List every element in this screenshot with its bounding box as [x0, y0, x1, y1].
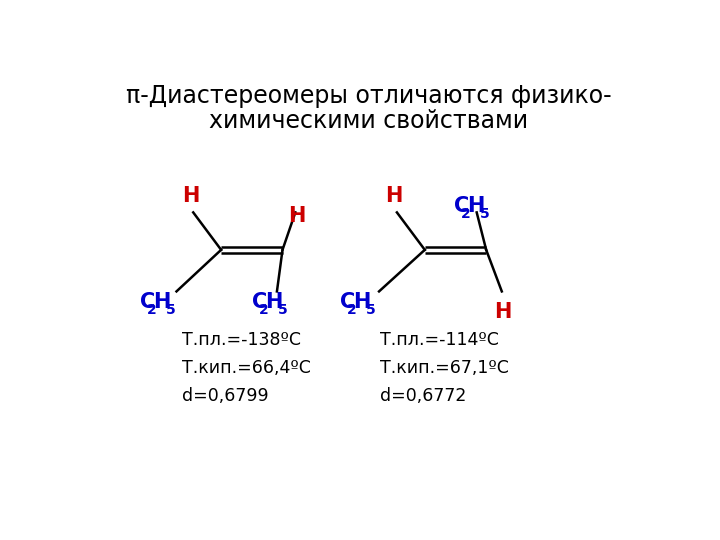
Text: 2: 2: [347, 303, 356, 317]
Text: d=0,6772: d=0,6772: [380, 388, 467, 406]
Text: π-Диастереомеры отличаются физико-: π-Диастереомеры отличаются физико-: [126, 84, 612, 108]
Text: 5: 5: [366, 303, 375, 317]
Text: H: H: [181, 186, 199, 206]
Text: C: C: [454, 196, 469, 216]
Text: 2: 2: [461, 207, 470, 221]
Text: 5: 5: [277, 303, 287, 317]
Text: H: H: [354, 292, 371, 312]
Text: H: H: [494, 302, 512, 322]
Text: C: C: [140, 292, 156, 312]
Text: C: C: [340, 292, 355, 312]
Text: 5: 5: [166, 303, 176, 317]
Text: H: H: [265, 292, 282, 312]
Text: H: H: [288, 206, 305, 226]
Text: H: H: [153, 292, 171, 312]
Text: Т.кип.=66,4ºC: Т.кип.=66,4ºC: [182, 359, 311, 377]
Text: Т.пл.=-114ºC: Т.пл.=-114ºC: [380, 331, 499, 349]
Text: H: H: [385, 186, 402, 206]
Text: d=0,6799: d=0,6799: [182, 388, 269, 406]
Text: 2: 2: [147, 303, 157, 317]
Text: химическими свойствами: химическими свойствами: [210, 109, 528, 133]
Text: H: H: [467, 196, 485, 216]
Text: Т.пл.=-138ºC: Т.пл.=-138ºC: [182, 331, 301, 349]
Text: Т.кип.=67,1ºC: Т.кип.=67,1ºC: [380, 359, 509, 377]
Text: C: C: [252, 292, 267, 312]
Text: 5: 5: [480, 207, 489, 221]
Text: 2: 2: [258, 303, 269, 317]
